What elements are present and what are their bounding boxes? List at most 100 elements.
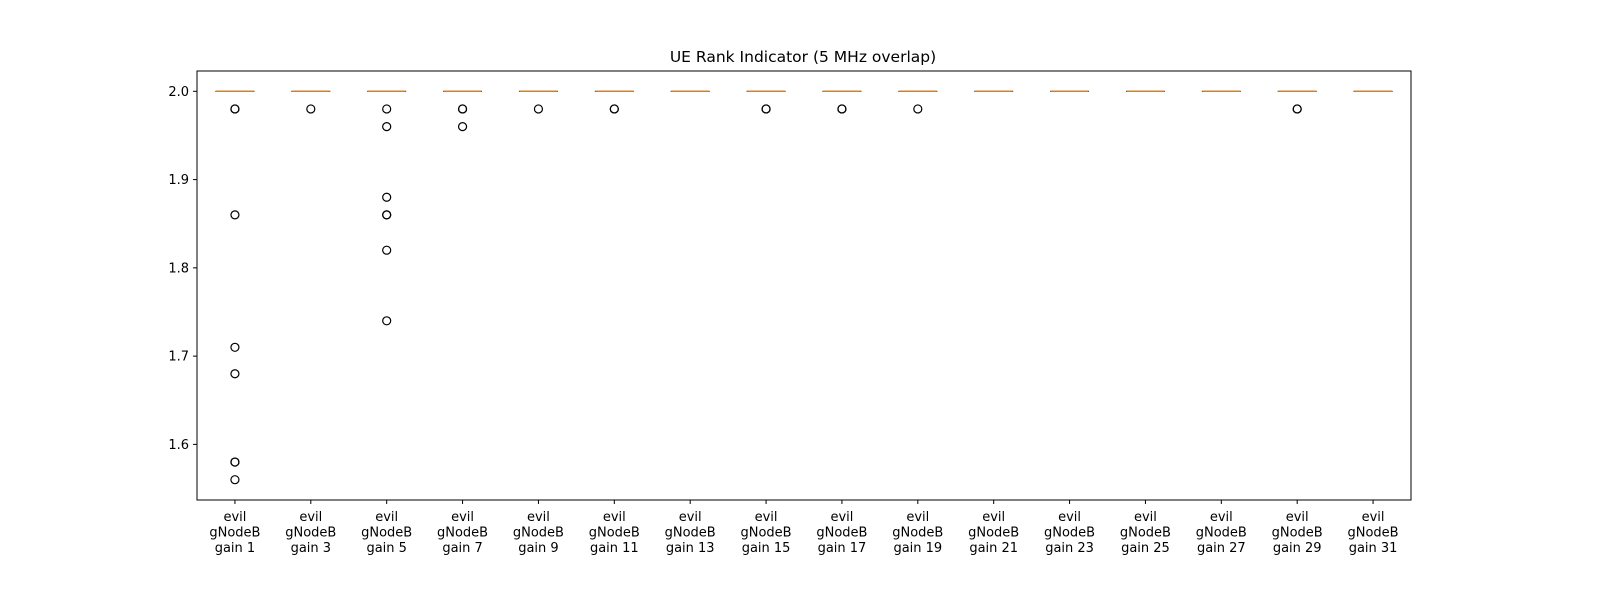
x-tick-label-line: gNodeB [589, 526, 640, 541]
x-tick-label-line: gain 25 [1121, 541, 1170, 556]
x-tick-label-line: evil [527, 510, 550, 525]
box-group [823, 91, 861, 113]
outlier-point [383, 105, 391, 113]
y-tick-label: 1.9 [168, 173, 189, 188]
outlier-point [383, 317, 391, 325]
x-tick-label-line: gain 27 [1197, 541, 1246, 556]
box-group [216, 91, 254, 483]
outlier-point [307, 105, 315, 113]
x-tick-label-line: gain 5 [366, 541, 406, 556]
box-group [747, 91, 785, 113]
box-group [1278, 91, 1316, 113]
x-tick-label-line: gain 17 [818, 541, 867, 556]
box-group [519, 91, 557, 113]
x-tick-label-line: evil [223, 510, 246, 525]
x-tick-label-line: gNodeB [361, 526, 412, 541]
x-tick-label-line: gain 9 [518, 541, 558, 556]
outlier-point [231, 211, 239, 219]
x-tick-label-line: gNodeB [1196, 526, 1247, 541]
x-tick-label-line: gain 21 [969, 541, 1018, 556]
outlier-point [383, 246, 391, 254]
x-tick-label-line: evil [1286, 510, 1309, 525]
plot-area [216, 91, 1392, 483]
outlier-point [231, 370, 239, 378]
x-tick-label-line: gNodeB [513, 526, 564, 541]
x-tick-label-line: gNodeB [1044, 526, 1095, 541]
x-tick-label-line: evil [299, 510, 322, 525]
x-tick-label-line: gNodeB [816, 526, 867, 541]
x-tick-label-line: evil [603, 510, 626, 525]
box-group [444, 91, 482, 130]
chart-title: UE Rank Indicator (5 MHz overlap) [670, 48, 936, 66]
x-tick-label-line: evil [1134, 510, 1157, 525]
outlier-point [459, 105, 467, 113]
x-tick-label-line: gain 15 [742, 541, 791, 556]
x-tick-label-line: evil [679, 510, 702, 525]
x-tick-label-line: gain 3 [291, 541, 331, 556]
outlier-point [838, 105, 846, 113]
x-tick-label-line: gain 1 [215, 541, 255, 556]
outlier-point [383, 193, 391, 201]
outlier-point [610, 105, 618, 113]
box-group [292, 91, 330, 113]
x-tick-label-line: gain 19 [893, 541, 942, 556]
box-group [899, 91, 937, 113]
x-tick-label-line: gNodeB [968, 526, 1019, 541]
y-tick-label: 1.8 [168, 261, 189, 276]
outlier-point [231, 476, 239, 484]
y-tick-label: 1.7 [168, 350, 189, 365]
x-tick-label-line: gNodeB [741, 526, 792, 541]
outlier-point [914, 105, 922, 113]
x-tick-label-line: evil [1210, 510, 1233, 525]
x-tick-label-line: gain 7 [442, 541, 482, 556]
x-tick-label-line: evil [451, 510, 474, 525]
x-tick-label-line: evil [982, 510, 1005, 525]
x-tick-label-line: gNodeB [209, 526, 260, 541]
box-group [595, 91, 633, 113]
x-tick-label-line: gain 11 [590, 541, 639, 556]
box-group [368, 91, 406, 325]
x-tick-label-line: gNodeB [892, 526, 943, 541]
x-tick-label-line: gNodeB [285, 526, 336, 541]
x-tick-label-line: gNodeB [665, 526, 716, 541]
x-tick-label-line: gain 23 [1045, 541, 1094, 556]
x-tick-label-line: evil [906, 510, 929, 525]
x-tick-label-line: gain 13 [666, 541, 715, 556]
outlier-point [231, 105, 239, 113]
x-tick-label-line: evil [1362, 510, 1385, 525]
x-tick-label-line: evil [375, 510, 398, 525]
y-tick-label: 2.0 [168, 85, 189, 100]
y-tick-label: 1.6 [168, 438, 189, 453]
outlier-point [534, 105, 542, 113]
x-tick-label-line: gain 31 [1349, 541, 1398, 556]
outlier-point [231, 458, 239, 466]
x-tick-label-line: gNodeB [1348, 526, 1399, 541]
x-tick-label-line: evil [755, 510, 778, 525]
plot-frame [197, 71, 1411, 500]
y-axis: 1.6 1.7 1.8 1.9 2.0 [168, 85, 197, 453]
x-tick-label-line: gNodeB [1272, 526, 1323, 541]
x-tick-label-line: evil [1058, 510, 1081, 525]
outlier-point [762, 105, 770, 113]
x-tick-label-line: gNodeB [1120, 526, 1171, 541]
x-tick-label-line: gNodeB [437, 526, 488, 541]
x-tick-label-line: evil [830, 510, 853, 525]
outlier-point [1293, 105, 1301, 113]
